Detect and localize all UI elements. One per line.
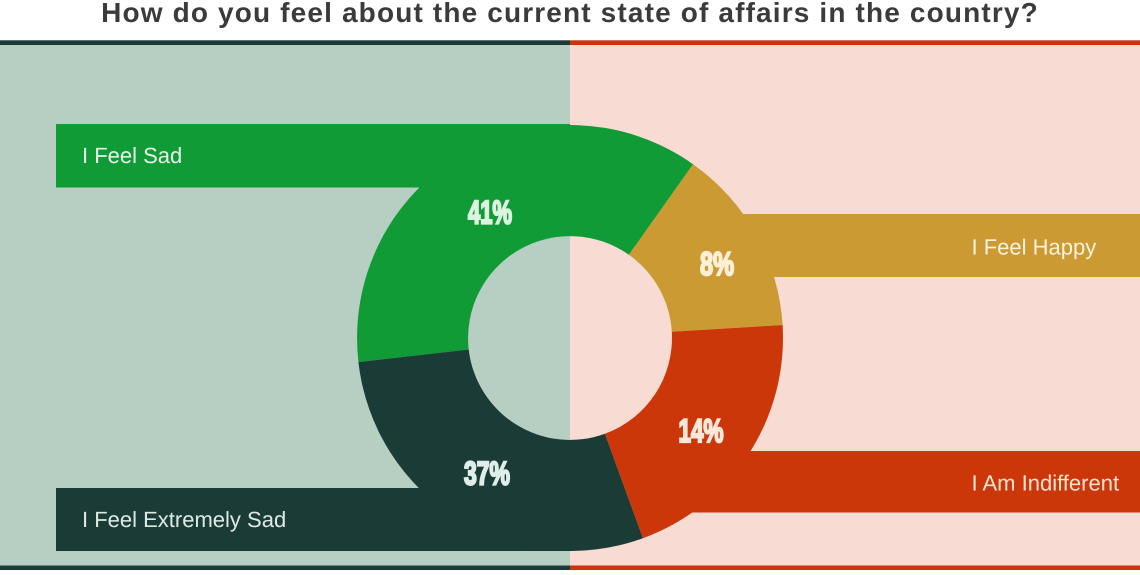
svg-text:8%: 8% — [700, 245, 734, 282]
svg-text:I Am Indifferent: I Am Indifferent — [972, 471, 1120, 496]
svg-text:41%: 41% — [468, 194, 512, 231]
svg-text:I Feel Extremely Sad: I Feel Extremely Sad — [82, 507, 286, 532]
svg-text:I Feel Sad: I Feel Sad — [82, 143, 182, 168]
svg-text:37%: 37% — [464, 455, 510, 492]
svg-text:14%: 14% — [679, 412, 724, 449]
svg-text:I Feel Happy: I Feel Happy — [972, 235, 1097, 260]
